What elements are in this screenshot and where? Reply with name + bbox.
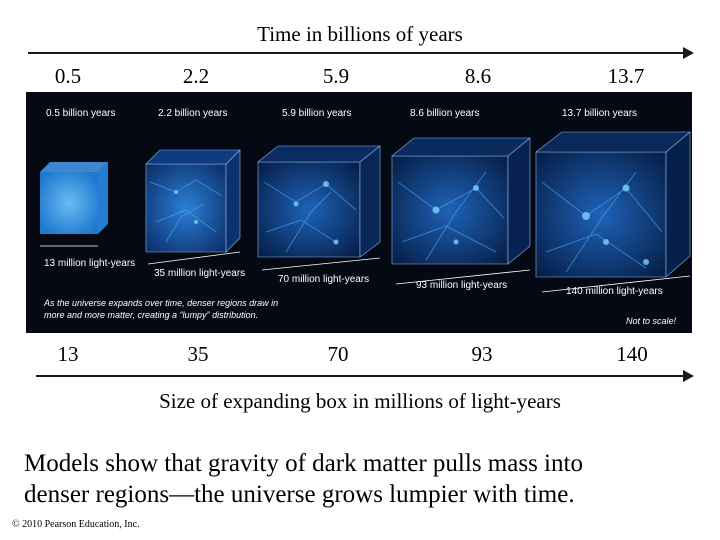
- time-value-2: 2.2: [182, 64, 210, 88]
- summary-statement: Models show that gravity of dark matter …: [24, 448, 714, 510]
- image-time-label-3: 5.9 billion years: [282, 108, 352, 119]
- image-size-label-5: 140 million light-years: [566, 286, 663, 297]
- box-5-9-billion: [257, 145, 381, 258]
- time-value-5: 13.7: [607, 64, 645, 88]
- summary-line-2: denser regions—the universe grows lumpie…: [24, 481, 575, 508]
- image-size-label-3: 70 million light-years: [278, 274, 370, 285]
- copyright-notice: © 2010 Pearson Education, Inc.: [12, 519, 140, 530]
- measurement-lines: [40, 245, 691, 293]
- size-value-1: 13: [57, 342, 79, 366]
- image-time-label-5: 13.7 billion years: [562, 108, 638, 119]
- box-8-6-billion: [391, 137, 531, 265]
- image-time-label-2: 2.2 billion years: [158, 108, 228, 119]
- matter-clumps: [174, 181, 649, 265]
- image-caption: As the universe expands over time, dense…: [44, 297, 278, 321]
- universe-simulation-image: 0.5 billion years 2.2 billion years 5.9 …: [26, 92, 692, 333]
- time-value-4: 8.6: [464, 64, 492, 88]
- time-value-1: 0.5: [54, 64, 82, 88]
- time-value-3: 5.9: [322, 64, 350, 88]
- size-axis-title: Size of expanding box in millions of lig…: [159, 389, 561, 413]
- image-size-label-4: 93 million light-years: [416, 280, 508, 291]
- image-caption-line-1: As the universe expands over time, dense…: [44, 298, 279, 308]
- image-caption-line-2: more and more matter, creating a “lumpy”…: [44, 310, 259, 320]
- box-2-2-billion: [145, 149, 241, 253]
- size-value-3: 70: [327, 342, 349, 366]
- not-to-scale-note: Not to scale!: [626, 316, 677, 326]
- summary-line-1: Models show that gravity of dark matter …: [24, 450, 583, 477]
- image-size-label-2: 35 million light-years: [154, 268, 246, 279]
- image-time-label-1: 0.5 billion years: [46, 108, 116, 119]
- simulation-boxes: [40, 131, 691, 293]
- size-value-5: 140: [616, 342, 648, 366]
- time-arrow: [28, 47, 694, 59]
- size-arrow: [36, 370, 694, 382]
- time-axis-title: Time in billions of years: [257, 22, 463, 46]
- image-size-label-1: 13 million light-years: [44, 258, 136, 269]
- box-0-5-billion: [40, 162, 108, 234]
- size-value-4: 93: [471, 342, 493, 366]
- size-value-2: 35: [187, 342, 209, 366]
- image-time-label-4: 8.6 billion years: [410, 108, 480, 119]
- box-13-7-billion: [535, 131, 691, 278]
